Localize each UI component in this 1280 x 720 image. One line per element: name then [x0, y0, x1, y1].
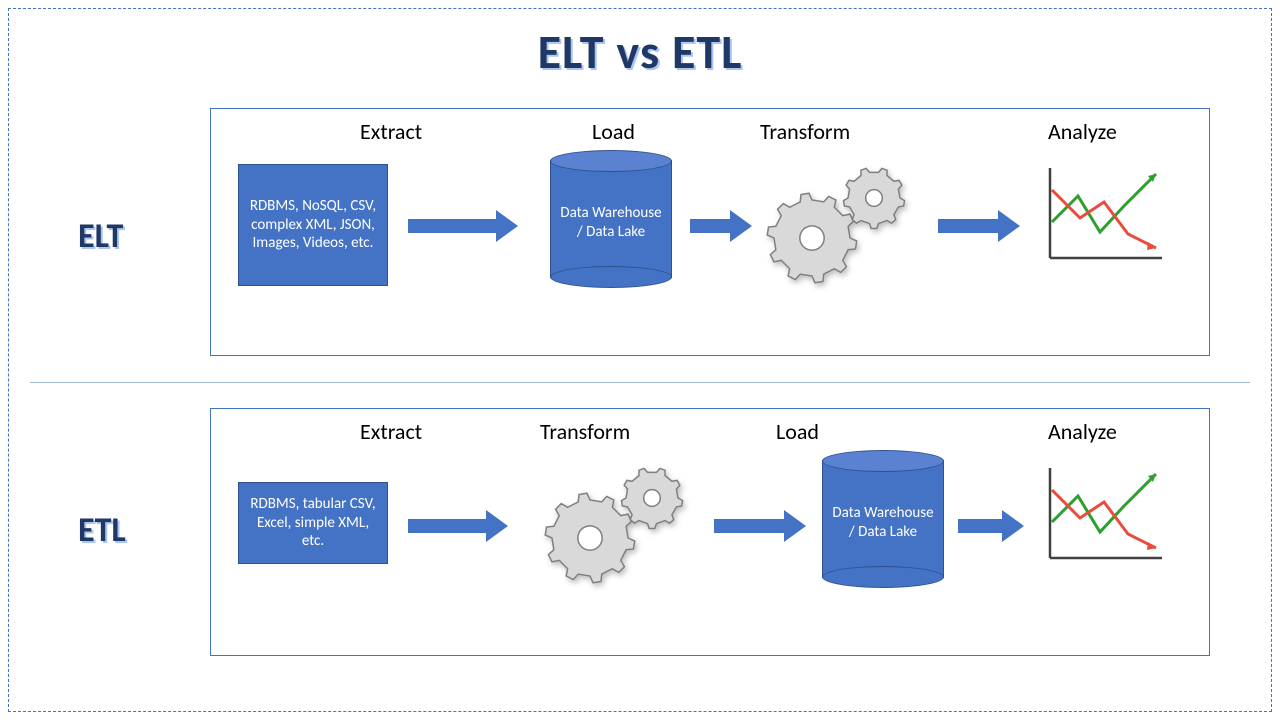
elt-step-extract: Extract	[360, 118, 422, 145]
elt-arrow-3	[938, 210, 1020, 242]
elt-data-warehouse-cylinder: Data Warehouse / Data Lake	[550, 150, 672, 288]
etl-arrow-2	[714, 510, 806, 542]
etl-step-transform: Transform	[540, 418, 630, 445]
etl-step-analyze: Analyze	[1048, 418, 1117, 445]
elt-source-box: RDBMS, NoSQL, CSV, complex XML, JSON, Im…	[238, 164, 388, 286]
etl-data-warehouse-cylinder: Data Warehouse / Data Lake	[822, 450, 944, 588]
elt-arrow-1	[408, 210, 518, 242]
etl-cylinder-text: Data Warehouse / Data Lake	[822, 504, 944, 542]
etl-label: ETL	[78, 510, 126, 551]
etl-source-text: RDBMS, tabular CSV, Excel, simple XML, e…	[245, 495, 381, 551]
etl-arrow-1	[408, 510, 508, 542]
elt-analyze-chart-icon	[1038, 160, 1168, 270]
etl-source-box: RDBMS, tabular CSV, Excel, simple XML, e…	[238, 482, 388, 564]
section-divider	[30, 382, 1250, 383]
elt-label: ELT	[78, 216, 123, 257]
etl-arrow-3	[958, 510, 1024, 542]
elt-arrow-2	[690, 210, 752, 242]
etl-gears-icon	[530, 450, 705, 600]
etl-step-extract: Extract	[360, 418, 422, 445]
diagram-title: ELT vs ETL	[0, 22, 1280, 81]
etl-step-load: Load	[776, 418, 819, 445]
elt-step-analyze: Analyze	[1048, 118, 1117, 145]
elt-gears-icon	[752, 150, 927, 300]
elt-source-text: RDBMS, NoSQL, CSV, complex XML, JSON, Im…	[245, 197, 381, 253]
etl-analyze-chart-icon	[1038, 460, 1168, 570]
elt-cylinder-text: Data Warehouse / Data Lake	[550, 204, 672, 242]
elt-step-transform: Transform	[760, 118, 850, 145]
elt-step-load: Load	[592, 118, 635, 145]
